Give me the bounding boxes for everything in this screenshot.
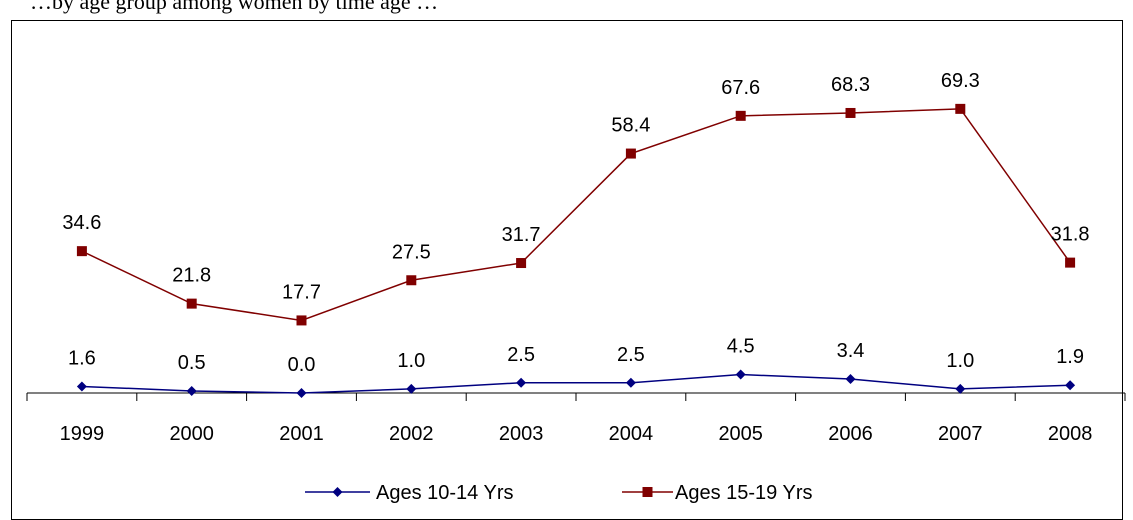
data-label: 69.3 (941, 70, 980, 92)
data-point (845, 374, 856, 385)
data-label: 2.5 (617, 344, 645, 366)
data-label: 1.6 (68, 347, 96, 369)
data-point (1065, 380, 1076, 391)
data-point (516, 258, 527, 269)
data-label: 3.4 (837, 340, 865, 362)
x-tick-label: 2001 (279, 423, 324, 445)
data-label: 21.8 (172, 265, 211, 287)
data-label: 0.5 (178, 352, 206, 374)
data-label: 31.8 (1051, 224, 1090, 246)
data-point (625, 377, 636, 388)
data-point (76, 381, 87, 392)
data-label: 34.6 (62, 212, 101, 234)
chart-caption: …by age group among women by time age … (30, 0, 439, 14)
data-label: 31.7 (502, 224, 541, 246)
data-point (955, 103, 966, 114)
data-label: 4.5 (727, 336, 755, 358)
legend-marker (642, 487, 653, 497)
data-label: 58.4 (611, 115, 650, 137)
data-label: 1.0 (397, 350, 425, 372)
data-point (186, 298, 197, 309)
data-point (296, 315, 307, 326)
legend-marker (332, 487, 343, 497)
data-point (296, 388, 307, 398)
data-label: 0.0 (288, 354, 316, 376)
x-tick-label: 2008 (1048, 423, 1093, 445)
data-point (1065, 257, 1076, 268)
x-tick-label: 2000 (169, 423, 214, 445)
data-label: 68.3 (831, 74, 870, 96)
data-label: 1.0 (946, 350, 974, 372)
legend-label: Ages 10-14 Yrs (376, 482, 514, 504)
data-point (406, 275, 417, 286)
data-point (76, 246, 87, 257)
data-point (845, 107, 856, 118)
x-tick-label: 2005 (718, 423, 763, 445)
data-label: 17.7 (282, 281, 321, 303)
series-line-2 (81, 108, 1071, 322)
x-tick-label: 2002 (389, 423, 434, 445)
x-tick-label: 2003 (499, 423, 544, 445)
data-point (735, 369, 746, 380)
data-point (516, 377, 527, 388)
data-label: 67.6 (721, 77, 760, 99)
x-tick-label: 2004 (609, 423, 654, 445)
x-tick-label: 2007 (938, 423, 983, 445)
legend-label: Ages 15-19 Yrs (675, 482, 813, 504)
data-point (735, 110, 746, 121)
data-point (955, 383, 966, 394)
data-label: 2.5 (507, 344, 535, 366)
data-point (186, 385, 197, 396)
x-tick-label: 2006 (828, 423, 873, 445)
data-point (625, 148, 636, 159)
x-tick-label: 1999 (60, 423, 105, 445)
data-label: 1.9 (1056, 346, 1084, 368)
data-label: 27.5 (392, 241, 431, 263)
data-point (406, 383, 417, 394)
series-line-1 (81, 373, 1071, 394)
